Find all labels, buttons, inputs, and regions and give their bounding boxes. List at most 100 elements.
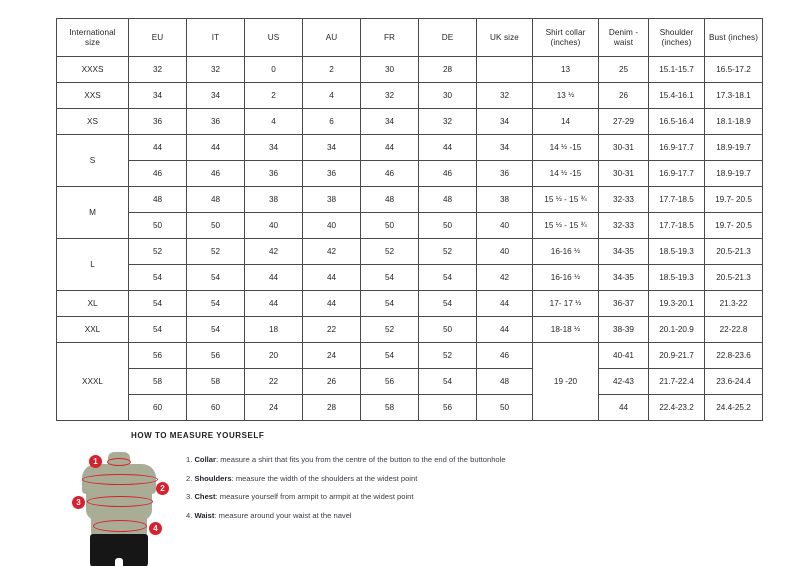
cell-bust: 20.5-21.3 <box>704 238 763 265</box>
cell-eu: 56 <box>128 342 187 369</box>
cell-it: 50 <box>186 212 245 239</box>
header-line-1: Shoulder <box>659 27 694 37</box>
cell-us: 2 <box>244 82 303 109</box>
shoulder-tape-measure-icon <box>82 474 158 485</box>
cell-uk: 48 <box>476 368 533 395</box>
col-header-shirt-collar: Shirt collar (inches) <box>532 18 599 57</box>
cell-fr: 48 <box>360 186 419 213</box>
cell-uk: 46 <box>476 342 533 369</box>
cell-shirt-collar: 14 ½ -15 <box>532 160 599 187</box>
cell-eu: 58 <box>128 368 187 395</box>
cell-it: 54 <box>186 264 245 291</box>
cell-us: 38 <box>244 186 303 213</box>
torso-shorts-notch <box>115 558 123 566</box>
cell-shoulder: 21.7-22.4 <box>648 368 705 395</box>
cell-us: 36 <box>244 160 303 187</box>
cell-au: 44 <box>302 290 361 317</box>
cell-uk: 36 <box>476 160 533 187</box>
col-header-shoulder: Shoulder (inches) <box>648 18 705 57</box>
cell-shoulder: 20.9-21.7 <box>648 342 705 369</box>
cell-de: 54 <box>418 368 477 395</box>
cell-denim: 34-35 <box>598 238 649 265</box>
cell-fr: 34 <box>360 108 419 135</box>
cell-fr: 58 <box>360 394 419 421</box>
col-header-uk-size: UK size <box>476 18 533 57</box>
measure-step: 1. Collar: measure a shirt that fits you… <box>186 456 506 464</box>
cell-uk: 38 <box>476 186 533 213</box>
marker-badge-3: 3 <box>72 496 85 509</box>
cell-shirt-collar: 15 ½ - 15 ¾ <box>532 186 599 213</box>
cell-uk: 44 <box>476 290 533 317</box>
table-body: XXXS 32 32 0 2 30 28 13 25 15.1-15.7 16.5-17.2 XXS 3… <box>56 56 763 421</box>
row-label-international-size: S <box>56 134 129 187</box>
cell-it: 44 <box>186 134 245 161</box>
cell-uk: 40 <box>476 212 533 239</box>
cell-de: 32 <box>418 108 477 135</box>
marker-badge-1: 1 <box>89 455 102 468</box>
cell-eu: 48 <box>128 186 187 213</box>
cell-bust: 19.7- 20.5 <box>704 212 763 239</box>
cell-au: 44 <box>302 264 361 291</box>
cell-uk: 44 <box>476 316 533 343</box>
cell-shirt-collar: 13 ½ <box>532 82 599 109</box>
cell-uk: 42 <box>476 264 533 291</box>
table-row: 58 58 22 26 56 54 48 42-43 21.7-22.4 23.6-24.4 <box>57 368 763 395</box>
cell-denim: 42-43 <box>598 368 649 395</box>
table-header: International size EU IT US AU FR DE UK … <box>56 18 763 57</box>
cell-uk: 34 <box>476 108 533 135</box>
cell-au: 26 <box>302 368 361 395</box>
step-term: Chest <box>194 492 216 502</box>
col-header-de: DE <box>418 18 477 57</box>
cell-de: 50 <box>418 316 477 343</box>
cell-eu: 50 <box>128 212 187 239</box>
cell-shirt-collar: 15 ½ - 15 ¾ <box>532 212 599 239</box>
marker-badge-2: 2 <box>156 482 169 495</box>
cell-denim: 36-37 <box>598 290 649 317</box>
cell-denim: 26 <box>598 82 649 109</box>
cell-fr: 30 <box>360 56 419 83</box>
cell-de: 46 <box>418 160 477 187</box>
cell-it: 46 <box>186 160 245 187</box>
cell-de: 48 <box>418 186 477 213</box>
cell-denim: 30-31 <box>598 160 649 187</box>
cell-denim: 27-29 <box>598 108 649 135</box>
cell-it: 54 <box>186 316 245 343</box>
cell-au: 22 <box>302 316 361 343</box>
cell-de: 56 <box>418 394 477 421</box>
cell-au: 6 <box>302 108 361 135</box>
step-number: 1. <box>186 455 195 464</box>
measure-step: 3. Chest: measure yourself from armpit t… <box>186 493 506 501</box>
cell-de: 52 <box>418 342 477 369</box>
cell-shirt-collar: 18-18 ½ <box>532 316 599 343</box>
row-label-international-size: XL <box>56 290 129 317</box>
cell-shirt-collar: 16-16 ½ <box>532 238 599 265</box>
cell-bust: 17.3-18.1 <box>704 82 763 109</box>
step-number: 4. <box>186 510 195 520</box>
cell-uk: 40 <box>476 238 533 265</box>
cell-us: 24 <box>244 394 303 421</box>
cell-us: 0 <box>244 56 303 83</box>
col-header-fr: FR <box>360 18 419 57</box>
measure-step: 2. Shoulders: measure the width of the s… <box>186 473 506 483</box>
cell-fr: 52 <box>360 238 419 265</box>
cell-us: 44 <box>244 290 303 317</box>
cell-au: 36 <box>302 160 361 187</box>
step-text: : measure yourself from armpit to armpit… <box>215 492 414 502</box>
cell-shoulder: 19.3-20.1 <box>648 290 705 317</box>
waist-tape-measure-icon <box>93 520 147 532</box>
col-header-international-size: International size <box>56 18 129 57</box>
step-term: Waist <box>194 510 215 520</box>
cell-de: 28 <box>418 56 477 83</box>
chest-tape-measure-icon <box>87 496 153 507</box>
cell-fr: 52 <box>360 316 419 343</box>
col-header-eu: EU <box>128 18 187 57</box>
step-text: : measure the width of the shoulders at … <box>231 473 418 483</box>
col-header-us: US <box>244 18 303 57</box>
header-row: International size EU IT US AU FR DE UK … <box>56 18 763 57</box>
header-line-1: International <box>69 27 116 37</box>
cell-us: 34 <box>244 134 303 161</box>
cell-eu: 54 <box>128 316 187 343</box>
cell-shoulder: 15.4-16.1 <box>648 82 705 109</box>
cell-eu: 34 <box>128 82 187 109</box>
cell-bust: 18.1-18.9 <box>704 108 763 135</box>
